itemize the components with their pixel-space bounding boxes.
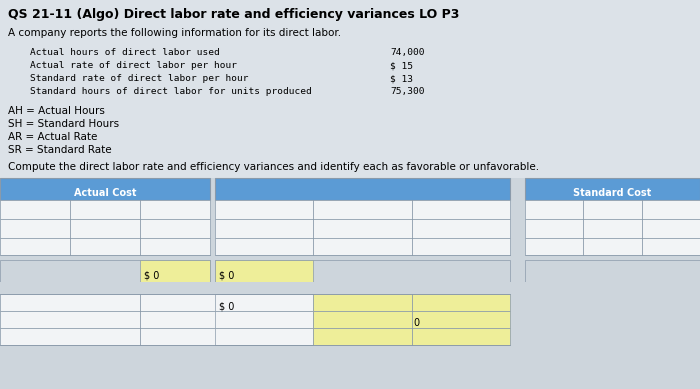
Bar: [215, 260, 314, 282]
Bar: [0, 294, 700, 347]
Text: Compute the direct labor rate and efficiency variances and identify each as favo: Compute the direct labor rate and effici…: [8, 162, 539, 172]
Bar: [525, 219, 700, 238]
Bar: [0, 328, 314, 345]
Bar: [215, 200, 510, 219]
Text: Standard Cost: Standard Cost: [573, 188, 652, 198]
Bar: [215, 238, 510, 255]
Bar: [215, 178, 510, 200]
Bar: [525, 255, 700, 260]
Bar: [0, 178, 700, 389]
Bar: [0, 311, 314, 328]
Text: $ 0: $ 0: [219, 301, 234, 312]
Text: SH = Standard Hours: SH = Standard Hours: [8, 119, 119, 129]
Bar: [0, 282, 700, 294]
Text: 74,000: 74,000: [390, 48, 424, 57]
Bar: [215, 219, 510, 238]
Bar: [0, 260, 210, 282]
Text: $ 13: $ 13: [390, 74, 413, 83]
Bar: [0, 200, 210, 219]
Text: Actual rate of direct labor per hour: Actual rate of direct labor per hour: [30, 61, 237, 70]
Bar: [525, 200, 700, 219]
Bar: [215, 260, 510, 282]
Bar: [0, 255, 210, 260]
Text: AH = Actual Hours: AH = Actual Hours: [8, 106, 105, 116]
Text: QS 21-11 (Algo) Direct labor rate and efficiency variances LO P3: QS 21-11 (Algo) Direct labor rate and ef…: [8, 8, 459, 21]
Text: $ 0: $ 0: [219, 270, 234, 280]
Bar: [314, 328, 510, 345]
Text: $ 0: $ 0: [144, 270, 160, 280]
Text: SR = Standard Rate: SR = Standard Rate: [8, 145, 111, 155]
Bar: [215, 311, 314, 328]
Bar: [140, 260, 210, 282]
Bar: [215, 255, 510, 260]
Bar: [215, 328, 314, 345]
Text: A company reports the following information for its direct labor.: A company reports the following informat…: [8, 28, 341, 38]
Text: 75,300: 75,300: [390, 87, 424, 96]
Text: Standard rate of direct labor per hour: Standard rate of direct labor per hour: [30, 74, 248, 83]
Text: 0: 0: [414, 319, 420, 328]
Bar: [0, 178, 210, 200]
Bar: [525, 238, 700, 255]
Bar: [0, 238, 210, 255]
Text: Actual hours of direct labor used: Actual hours of direct labor used: [30, 48, 220, 57]
Text: $ 15: $ 15: [390, 61, 413, 70]
Bar: [0, 219, 210, 238]
Bar: [525, 260, 700, 282]
Bar: [215, 294, 314, 311]
Text: AR = Actual Rate: AR = Actual Rate: [8, 132, 97, 142]
Bar: [314, 294, 510, 311]
Text: Standard hours of direct labor for units produced: Standard hours of direct labor for units…: [30, 87, 312, 96]
Text: Actual Cost: Actual Cost: [74, 188, 136, 198]
Bar: [314, 311, 510, 328]
Bar: [525, 178, 700, 200]
Bar: [0, 294, 314, 311]
